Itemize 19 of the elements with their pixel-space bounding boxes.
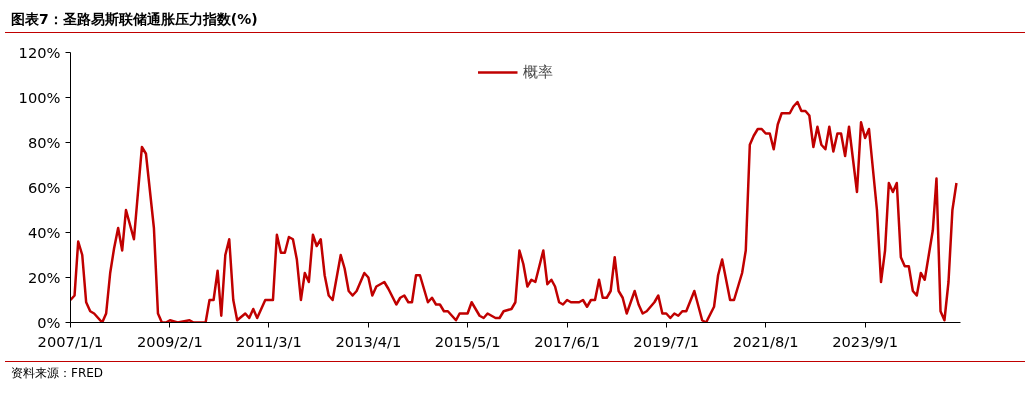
text: 资料来源：FRED <box>11 365 104 382</box>
x-tick-label: 2007/1/1 <box>37 332 104 350</box>
y-tick-label: 120% <box>18 44 61 61</box>
x-tick-label: 2011/3/1 <box>236 332 302 350</box>
y-tick-label: 60% <box>27 179 61 196</box>
y-tick-label: 100% <box>18 89 61 106</box>
x-tick-label: 2019/7/1 <box>633 332 700 350</box>
x-tick-label: 2009/2/1 <box>137 332 203 350</box>
x-tick-label: 2013/4/1 <box>335 332 402 350</box>
x-tick-label: 2021/8/1 <box>732 332 799 350</box>
x-tick-label: 2015/5/1 <box>434 332 501 350</box>
y-tick-label: 80% <box>27 134 61 151</box>
x-tick-label: 2017/6/1 <box>534 332 600 350</box>
chart-title: 图表7：圣路易斯联储通胀压力指数(%) <box>11 10 258 29</box>
y-tick-label: 0% <box>37 314 61 331</box>
legend-label: 概率 <box>522 62 553 82</box>
y-tick-label: 20% <box>27 269 61 286</box>
y-tick-label: 40% <box>27 224 61 241</box>
x-tick-label: 2023/9/1 <box>832 332 898 350</box>
